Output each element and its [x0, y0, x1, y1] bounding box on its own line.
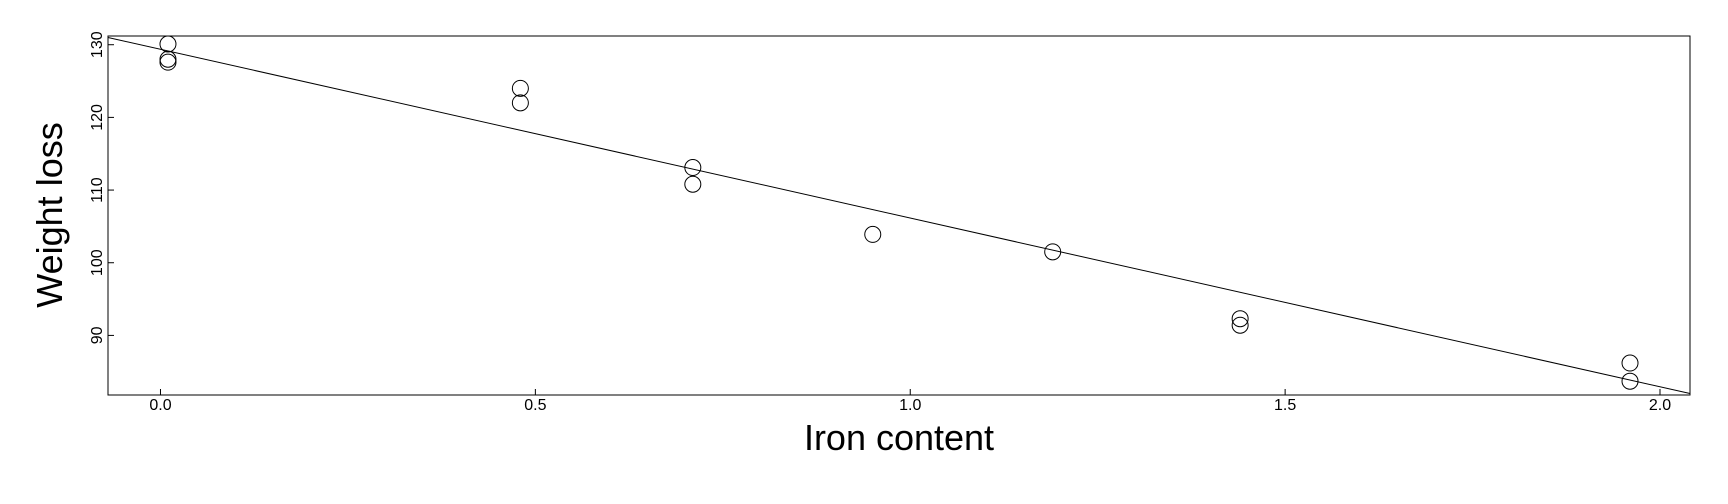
- x-axis-title: Iron content: [804, 417, 994, 458]
- y-tick-label: 110: [89, 177, 106, 203]
- x-tick-label: 1.0: [899, 397, 921, 414]
- y-axis-title: Weight loss: [29, 122, 70, 307]
- y-tick-label: 90: [89, 326, 106, 344]
- data-point: [1231, 310, 1249, 328]
- y-axis-ticks: 90 100 110 120 130: [89, 31, 114, 344]
- y-tick-label: 130: [89, 31, 106, 58]
- data-point: [159, 53, 177, 71]
- data-point: [1621, 354, 1639, 372]
- data-point: [864, 225, 882, 243]
- x-tick-label: 0.0: [149, 397, 171, 414]
- data-point: [159, 35, 177, 53]
- data-point: [1621, 372, 1639, 390]
- data-point: [684, 159, 702, 177]
- x-axis-ticks: 0.0 0.5 1.0 1.5 2.0: [149, 389, 1671, 414]
- data-points: [159, 35, 1639, 390]
- data-point: [511, 94, 529, 112]
- plot-frame: [107, 35, 1691, 396]
- x-tick-label: 2.0: [1649, 397, 1671, 414]
- data-point: [511, 79, 529, 97]
- x-tick-label: 0.5: [524, 397, 546, 414]
- data-point: [1231, 316, 1249, 334]
- data-point: [159, 50, 177, 68]
- y-tick-label: 100: [89, 249, 106, 276]
- x-tick-label: 1.5: [1274, 397, 1296, 414]
- data-point: [1044, 243, 1062, 261]
- y-tick-label: 120: [89, 104, 106, 131]
- data-point: [684, 175, 702, 193]
- regression-line: [107, 36, 1691, 395]
